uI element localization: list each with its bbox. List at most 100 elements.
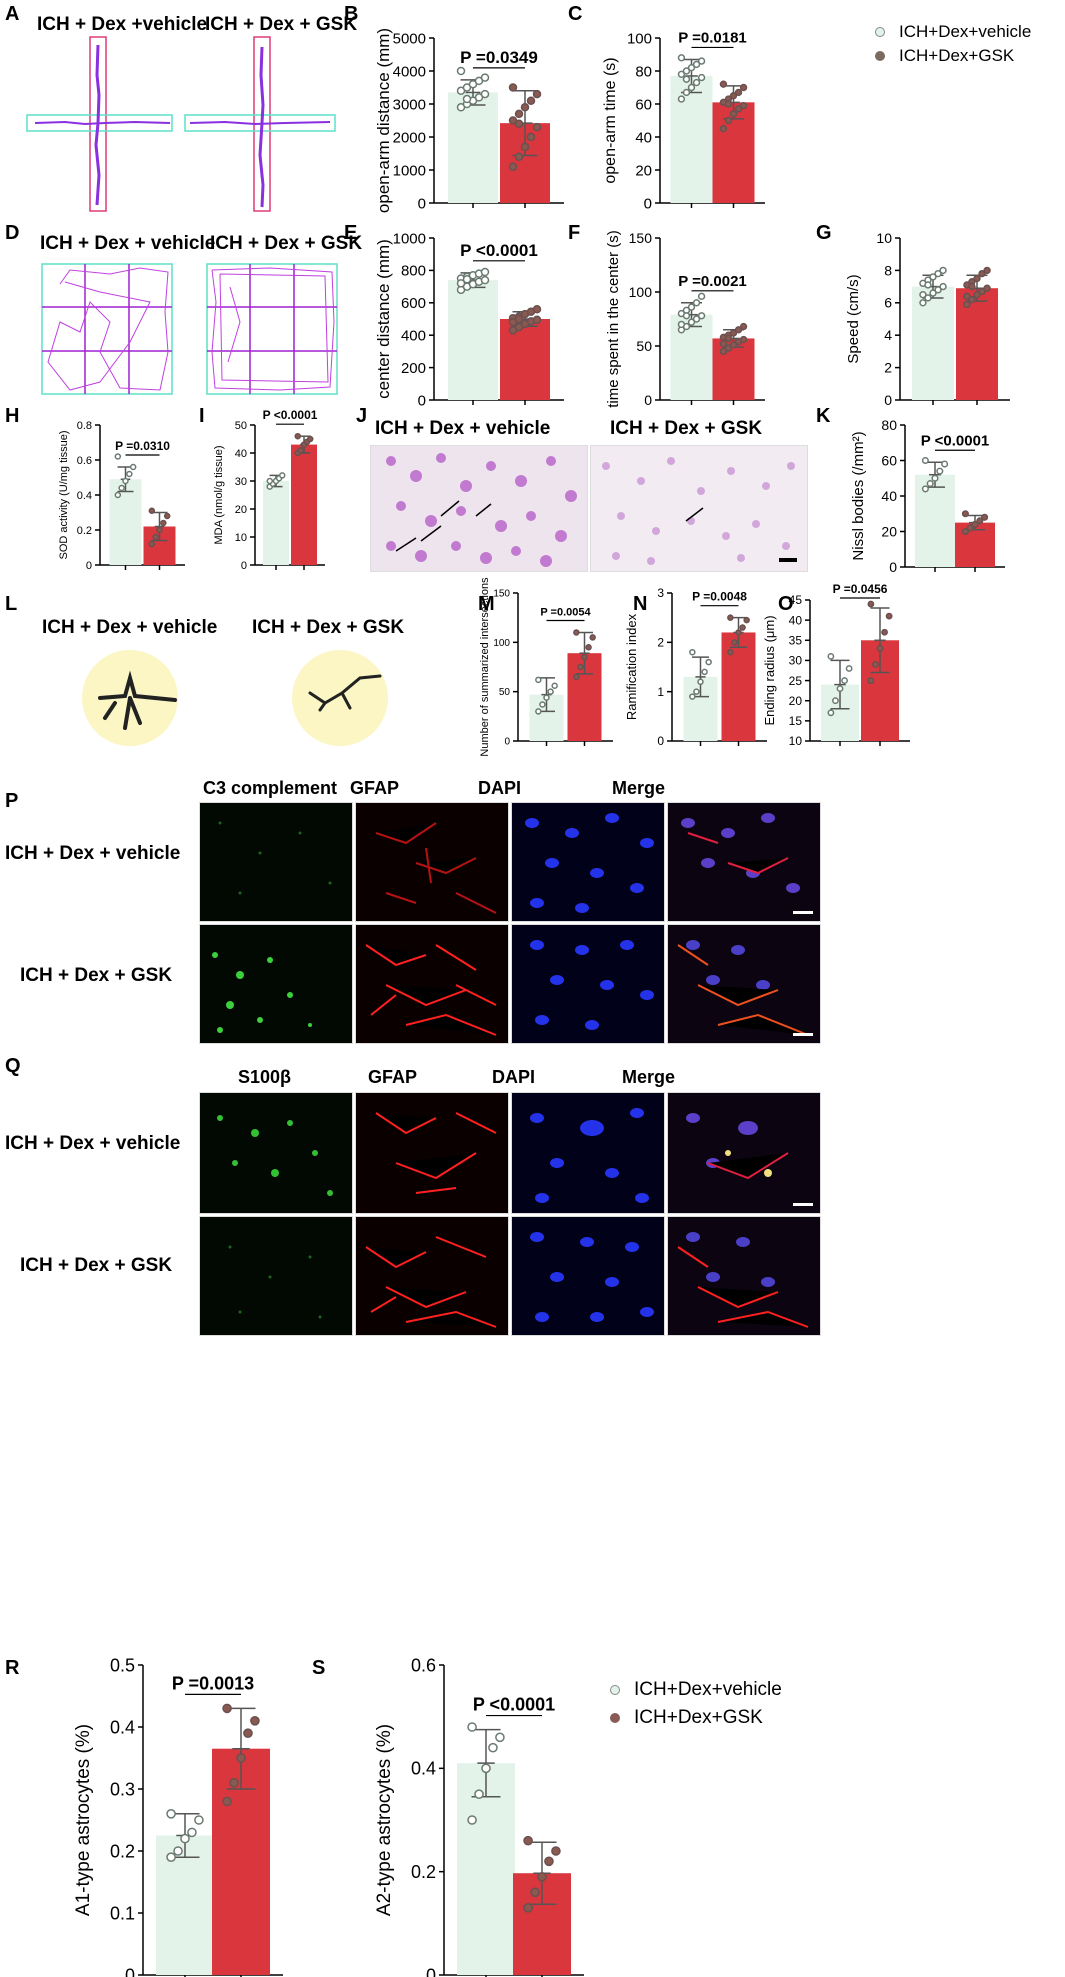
p-value-r: P =0.0013: [172, 1673, 254, 1693]
point-e-1-9: [532, 305, 542, 314]
point-g-0-3: [934, 286, 942, 294]
y-tick-label-f-0: 0: [644, 392, 652, 408]
point-m-0-0: [535, 708, 542, 715]
point-h-1-1: [152, 533, 159, 541]
y-tick-label-e-3: 600: [401, 295, 426, 312]
p-value-n: P =0.0048: [692, 590, 747, 604]
if-p-gsk-merge: [667, 924, 821, 1044]
point-m-1-2: [581, 653, 588, 661]
y-tick-label-s-1: 0.2: [411, 1862, 436, 1882]
y-tick-label-i-5: 50: [235, 420, 247, 432]
point-m-1-5: [573, 629, 580, 636]
point-e-1-11: [514, 314, 524, 324]
y-tick-label-g-1: 2: [884, 360, 892, 376]
point-g-0-1: [924, 294, 932, 302]
point-c-0-7: [687, 64, 696, 72]
point-o-1-0: [867, 677, 875, 684]
plus-maze-gsk: [184, 36, 336, 212]
if-q-vehicle-s100b: [199, 1092, 353, 1214]
bar-i-1: [291, 444, 317, 565]
point-k-0-4: [941, 460, 949, 468]
point-e-1-4: [532, 315, 542, 325]
y-axis-label-s: A2-type astrocytes (%): [374, 1724, 395, 1916]
point-o-1-4: [885, 612, 893, 620]
point-i-0-4: [278, 472, 286, 479]
nissl-image-vehicle: [370, 445, 588, 572]
if-q-row-vehicle: ICH + Dex + vehicle: [5, 1133, 181, 1154]
y-tick-label-i-1: 10: [235, 532, 247, 544]
point-h-0-3: [126, 470, 133, 478]
point-b-1-4: [532, 122, 542, 132]
y-axis-label-k: Nissl bodies (/mm²): [850, 431, 867, 560]
y-tick-label-r-1: 0.1: [110, 1903, 135, 1923]
if-p-vehicle-merge: [667, 802, 821, 922]
p-value-o: P =0.0456: [833, 582, 888, 596]
point-n-0-1: [693, 688, 700, 695]
point-g-1-4: [983, 284, 991, 292]
y-tick-label-b-4: 4000: [393, 63, 426, 80]
y-tick-label-o-2: 20: [789, 694, 803, 708]
nissl-image-gsk: [590, 445, 808, 572]
panel-letter-g: G: [816, 222, 832, 244]
stain-label-p-3: Merge: [612, 778, 666, 798]
chart-o: 10 15 20 25 30 35 40 45 Ending radius (μm) P =0.0…: [762, 582, 910, 748]
point-h-0-0: [114, 491, 122, 499]
y-tick-label-e-2: 400: [401, 327, 426, 344]
point-b-1-1: [514, 152, 524, 162]
y-tick-label-m-1: 50: [499, 687, 511, 698]
panel-letter-e: E: [344, 222, 358, 244]
point-o-0-4: [845, 665, 853, 672]
point-n-0-5: [689, 648, 696, 656]
point-k-1-3: [976, 517, 984, 525]
point-m-0-2: [543, 694, 550, 701]
y-tick-label-r-2: 0.2: [110, 1841, 135, 1861]
point-b-0-11: [462, 94, 472, 104]
point-c-1-0: [719, 125, 728, 133]
point-g-0-11: [924, 281, 932, 289]
point-b-1-3: [526, 132, 536, 142]
bar-b-0: [448, 92, 498, 203]
stain-label-q-1: GFAP: [368, 1067, 418, 1087]
panel-letter-j: J: [356, 405, 368, 427]
point-f-0-4: [697, 312, 706, 320]
point-k-0-0: [921, 485, 929, 493]
p-value-b: P =0.0349: [460, 48, 538, 67]
point-b-1-8: [526, 96, 536, 105]
y-tick-label-c-1: 20: [635, 162, 652, 179]
point-n-1-1: [731, 639, 738, 646]
point-h-1-2: [156, 526, 163, 534]
y-tick-label-f-3: 150: [629, 230, 653, 246]
point-s-0-0: [467, 1815, 477, 1825]
point-g-1-9: [983, 266, 991, 275]
stain-label-p-2: DAPI: [478, 778, 522, 798]
point-b-1-2: [520, 142, 530, 152]
chart-i: 0 10 20 30 40 50 MDA (nmol/g tissue) P <0.0001: [213, 408, 325, 572]
point-m-1-0: [573, 673, 580, 681]
point-b-1-7: [520, 103, 530, 112]
point-g-1-2: [973, 291, 981, 299]
y-tick-label-o-3: 25: [789, 674, 803, 688]
y-tick-label-r-0: 0: [125, 1965, 135, 1977]
chart-g: 0 2 4 6 8 10 Speed (cm/s): [845, 230, 1010, 408]
point-s-0-2: [481, 1763, 491, 1774]
chart-c: 0 20 40 60 80 100 open-arm time (s) P =0.0181: [602, 29, 765, 212]
legend-bottom-vehicle: ICH+Dex+vehicle: [634, 1679, 782, 1700]
panel-letter-n: N: [633, 593, 648, 615]
if-q-gsk-merge: [667, 1216, 821, 1336]
y-tick-label-g-0: 0: [884, 392, 892, 408]
bar-e-0: [448, 280, 498, 400]
legend-gsk: ICH+Dex+GSK: [899, 46, 1015, 65]
bar-c-0: [670, 75, 713, 203]
stain-label-q-2: DAPI: [492, 1067, 536, 1087]
point-s-0-3: [488, 1742, 498, 1753]
point-n-0-3: [701, 668, 708, 676]
y-tick-label-e-0: 0: [418, 392, 426, 409]
y-tick-label-i-4: 40: [235, 448, 247, 460]
stain-label-p-0: C3 complement: [203, 778, 338, 798]
legend-vehicle: ICH+Dex+vehicle: [899, 22, 1032, 41]
point-c-1-10: [719, 80, 728, 88]
y-tick-label-h-3: 0.6: [77, 455, 92, 467]
y-tick-label-o-0: 10: [789, 734, 803, 748]
point-k-0-3: [936, 467, 944, 475]
